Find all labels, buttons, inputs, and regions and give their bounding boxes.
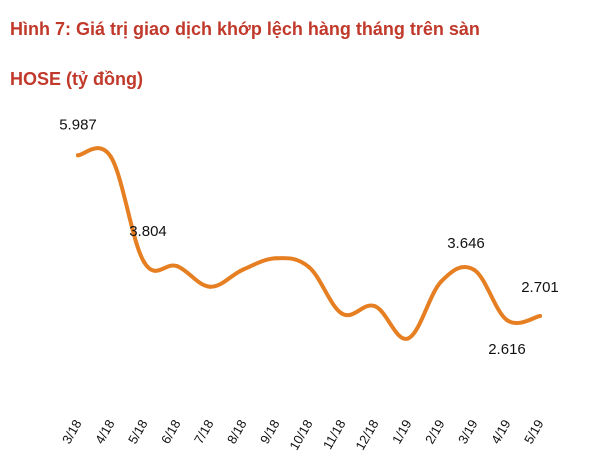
x-tick-11-18: 11/18	[320, 417, 349, 452]
data-label-5-18: 3.804	[129, 223, 167, 240]
data-label-5-19: 2.701	[521, 279, 559, 296]
data-point-8-18	[241, 267, 245, 272]
data-point-9-18	[274, 256, 278, 261]
chart-title: Hình 7: Giá trị giao dịch khớp lệch hàng…	[10, 4, 590, 104]
x-tick-6-18: 6/18	[158, 417, 184, 446]
chart-title-line-1: Hình 7: Giá trị giao dịch khớp lệch hàng…	[10, 19, 480, 39]
data-point-12-18	[373, 304, 377, 309]
data-label-4-19: 2.616	[488, 341, 526, 358]
x-tick-2-19: 2/19	[422, 417, 448, 446]
data-point-2-19	[439, 279, 443, 284]
data-point-6-18	[175, 264, 179, 269]
x-tick-5-19: 5/19	[521, 417, 547, 446]
x-tick-3-18: 3/18	[59, 417, 85, 446]
data-point-10-18	[307, 265, 311, 270]
x-tick-7-18: 7/18	[191, 417, 217, 446]
data-point-5-18	[142, 260, 146, 264]
x-tick-8-18: 8/18	[224, 417, 250, 446]
series	[76, 146, 542, 341]
data-point-5-19	[538, 314, 542, 318]
x-tick-10-18: 10/18	[286, 417, 315, 453]
data-labels: 5.987 3.804 3.646 2.616 2.701	[59, 116, 559, 358]
data-point-11-18	[340, 311, 344, 316]
x-tick-5-18: 5/18	[125, 417, 151, 446]
data-point-4-18	[109, 155, 113, 160]
x-tick-3-19: 3/19	[455, 417, 481, 446]
x-tick-9-18: 9/18	[257, 417, 283, 446]
data-label-3-19: 3.646	[447, 235, 485, 252]
data-point-3-18	[76, 153, 80, 158]
data-point-3-19	[472, 267, 476, 272]
x-tick-4-18: 4/18	[92, 417, 118, 446]
x-tick-labels: 3/18 4/18 5/18 6/18 7/18 8/18 9/18 10/18 11/18 12…	[59, 417, 547, 453]
chart-title-line-2: HOSE (tỷ đồng)	[10, 69, 143, 89]
x-tick-1-19: 1/19	[389, 417, 415, 446]
x-tick-12-18: 12/18	[352, 417, 381, 453]
x-tick-4-19: 4/19	[488, 417, 514, 446]
data-label-3-18: 5.987	[59, 116, 97, 133]
data-point-4-19	[505, 318, 509, 323]
data-point-7-18	[208, 284, 212, 289]
data-point-1-19	[406, 336, 410, 341]
